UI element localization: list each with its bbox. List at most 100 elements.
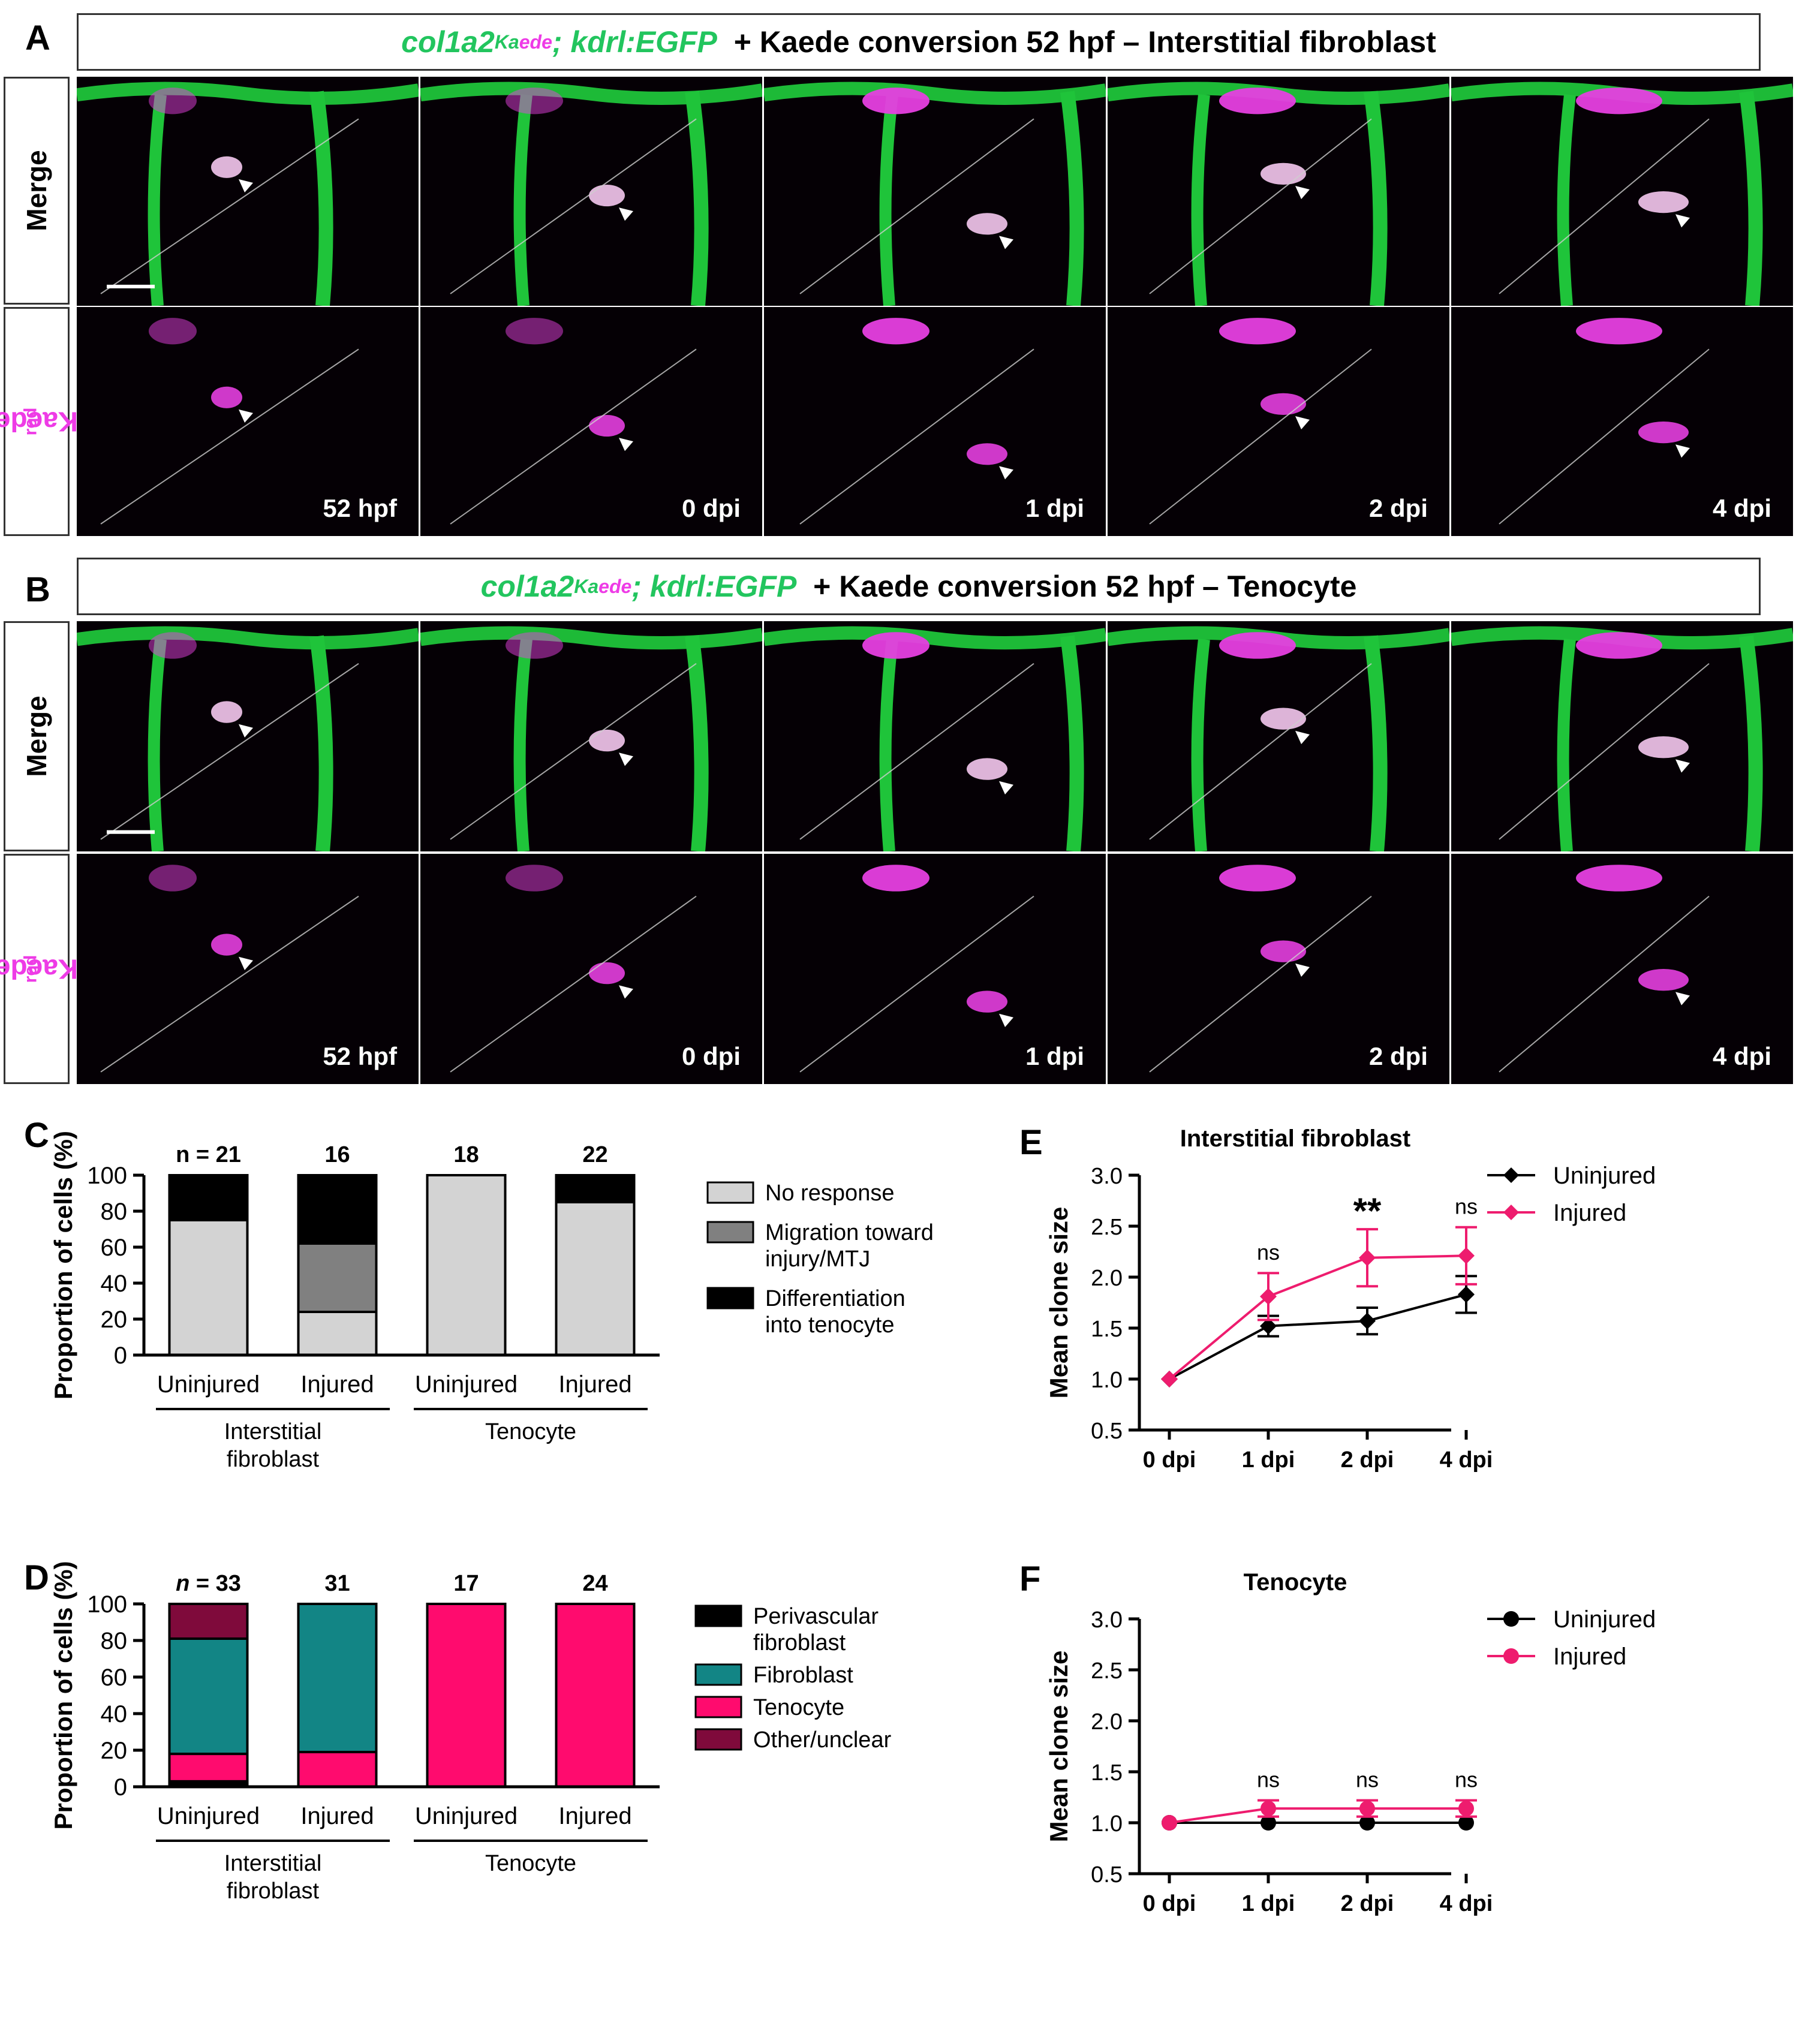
panel-b-kaede-image-4: 2 dpi	[1108, 854, 1449, 1084]
C-n-label: 22	[582, 1142, 607, 1167]
D-ytick-label: 60	[101, 1664, 128, 1691]
E-point	[1458, 1247, 1475, 1265]
D-bar-segment	[555, 1603, 636, 1788]
C-bar-segment	[297, 1311, 378, 1356]
F-point	[1458, 1815, 1474, 1831]
C-bar-segment	[297, 1174, 378, 1245]
C-legend-label: Migration toward	[765, 1220, 934, 1245]
C-legend-label: Differentiation	[765, 1286, 905, 1311]
panel-b-kaede-image-5: 4 dpi	[1451, 854, 1793, 1084]
D-legend-swatch	[694, 1696, 742, 1718]
E-legend-label: Injured	[1553, 1200, 1626, 1226]
D-legend-label: Tenocyte	[753, 1695, 844, 1720]
E-legend-marker	[1503, 1167, 1519, 1183]
D-category-label: Uninjured	[157, 1803, 260, 1829]
panel-a-kaede-image-3: 1 dpi	[764, 307, 1106, 536]
D-legend-swatch	[694, 1605, 742, 1627]
panel-a-merge-image-3	[764, 77, 1106, 306]
panel-letter-f: F	[1019, 1560, 1041, 1599]
C-legend-label: No response	[765, 1181, 894, 1206]
C-bar-segment	[168, 1174, 249, 1221]
panel-a-kaede-image-5: 4 dpi	[1451, 307, 1793, 536]
F-legend-marker	[1503, 1611, 1519, 1627]
D-n-label: 17	[453, 1571, 479, 1596]
F-point	[1162, 1815, 1177, 1831]
chart-d: 0 20 40 60 80 100 Proportion of cells (%) Uninj…	[49, 1561, 892, 1904]
D-group-label: fibroblast	[227, 1879, 320, 1904]
F-significance-label: ns	[1257, 1768, 1280, 1792]
panel-a-merge-image-1	[77, 77, 419, 306]
C-ytick-label: 80	[101, 1199, 128, 1225]
C-n-label: 16	[324, 1142, 350, 1167]
panel-b-title-sup-a: Ka	[574, 575, 599, 597]
D-ytick-label: 80	[101, 1628, 128, 1654]
panel-letter-b: B	[25, 570, 50, 609]
E-ytick-label: 0.5	[1091, 1419, 1123, 1444]
C-legend-swatch	[706, 1181, 754, 1204]
C-legend-label: injury/MTJ	[765, 1247, 870, 1272]
D-legend-label: Other/unclear	[753, 1727, 892, 1753]
F-ylabel: Mean clone size	[1045, 1651, 1073, 1843]
panel-a-kaede-label: Kaede red	[0, 307, 78, 536]
panel-a-merge-image-5	[1451, 77, 1793, 306]
D-bar-segment	[168, 1753, 249, 1783]
E-point	[1359, 1313, 1376, 1330]
D-category-label: Injured	[558, 1803, 631, 1829]
C-ytick-label: 100	[87, 1163, 127, 1189]
panel-a-merge-image-4	[1108, 77, 1449, 306]
panel-b-kaede-image-2: 0 dpi	[420, 854, 762, 1084]
panel-b-merge-label: Merge	[4, 621, 70, 851]
C-ytick-label: 0	[114, 1342, 127, 1369]
panel-a-timepoint-2: 0 dpi	[681, 494, 741, 522]
D-ytick-label: 100	[87, 1591, 127, 1618]
E-xtick-label: 2 dpi	[1341, 1447, 1394, 1473]
E-point	[1161, 1371, 1178, 1387]
panel-b-kaede-label: Kaede red	[0, 854, 78, 1084]
C-group-label: fibroblast	[227, 1447, 320, 1472]
panel-b-merge-image-3	[764, 621, 1106, 851]
panel-b-title-gene2: ; kdrl:EGFP	[631, 570, 797, 603]
C-legend-swatch	[706, 1221, 754, 1244]
panel-b-title-rest: + Kaede conversion 52 hpf – Tenocyte	[813, 570, 1357, 603]
E-ytick-label: 1.0	[1091, 1368, 1123, 1393]
C-legend-swatch	[706, 1287, 754, 1310]
C-ylabel: Proportion of cells (%)	[49, 1131, 77, 1399]
panel-letter-c: C	[24, 1116, 49, 1155]
C-category-label: Uninjured	[415, 1371, 518, 1398]
panel-a-title-sup-a: Ka	[494, 31, 519, 53]
D-legend-label: fibroblast	[753, 1630, 846, 1655]
panel-b-timepoint-2: 0 dpi	[681, 1042, 741, 1070]
E-series-line	[1168, 1254, 1467, 1380]
F-point	[1260, 1815, 1276, 1831]
F-significance-label: ns	[1356, 1768, 1379, 1792]
E-series-line	[1169, 1293, 1467, 1380]
E-legend-marker	[1503, 1205, 1519, 1220]
F-ytick-label: 1.0	[1091, 1811, 1123, 1837]
F-ytick-label: 2.5	[1091, 1658, 1123, 1684]
E-point	[1260, 1288, 1277, 1305]
E-xtick-label: 0 dpi	[1143, 1447, 1196, 1473]
F-point	[1260, 1801, 1276, 1817]
C-category-label: Uninjured	[157, 1371, 260, 1398]
panel-a-title: col1a2 Ka ede; kdrl:EGFP + Kaede conversio…	[77, 13, 1761, 71]
D-legend-swatch	[694, 1663, 742, 1686]
F-ytick-label: 2.0	[1091, 1709, 1123, 1735]
panel-letter-a: A	[25, 19, 50, 58]
panel-b-timepoint-5: 4 dpi	[1712, 1042, 1771, 1070]
F-point	[1359, 1815, 1375, 1831]
D-category-label: Injured	[300, 1803, 374, 1829]
C-bar-segment	[555, 1201, 636, 1356]
panel-b-title-sup-b: ede	[598, 575, 632, 597]
C-group-label: Interstitial	[224, 1419, 322, 1444]
F-legend-marker	[1503, 1648, 1519, 1664]
D-ytick-label: 40	[101, 1701, 128, 1727]
D-ytick-label: 20	[101, 1738, 128, 1764]
panel-letter-e: E	[1019, 1123, 1043, 1162]
C-ytick-label: 20	[101, 1307, 128, 1333]
panel-b-timepoint-1: 52 hpf	[323, 1042, 397, 1070]
D-group-label: Tenocyte	[485, 1851, 576, 1876]
F-point	[1359, 1801, 1375, 1817]
panel-b-title: col1a2 Ka ede; kdrl:EGFP + Kaede conversio…	[77, 558, 1761, 615]
D-bar-segment	[426, 1603, 507, 1788]
chart-c: 0 20 40 60 80 100 Proportion of cells (%) Uninj…	[49, 1131, 934, 1472]
